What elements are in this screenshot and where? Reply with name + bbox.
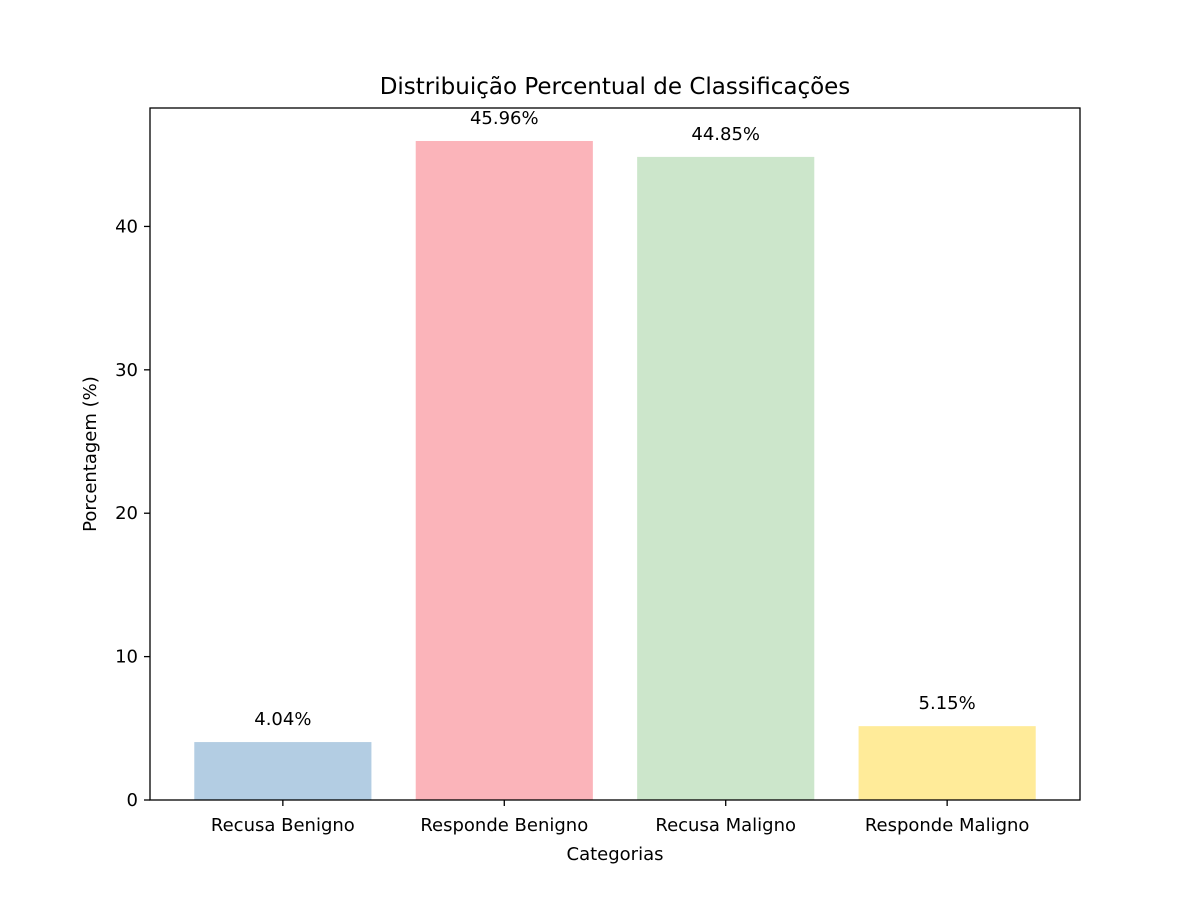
ticks-layer: Recusa Benigno Responde Benigno Recusa Mal… (115, 216, 1029, 836)
y-tick-label-2: 10 (115, 647, 138, 668)
y-tick-label-1: 0 (127, 790, 138, 811)
y-axis-label: Porcentagem (%) (80, 376, 101, 532)
x-tick-label-3: Recusa Maligno (655, 815, 796, 836)
bar-2 (415, 140, 593, 801)
data-label-1: 4.04% (254, 709, 311, 730)
data-label-3: 44.85% (691, 124, 760, 145)
x-tick-label-2: Responde Benigno (420, 815, 588, 836)
bar-1 (194, 742, 372, 800)
x-tick-label-4: Responde Maligno (865, 815, 1030, 836)
bar-4 (858, 726, 1036, 800)
y-tick-label-4: 30 (115, 360, 138, 381)
bar-3 (637, 156, 815, 800)
x-tick-label-1: Recusa Benigno (211, 815, 355, 836)
y-tick-label-5: 40 (115, 216, 138, 237)
x-axis-label: Categorias (567, 844, 664, 865)
chart-title: Distribuição Percentual de Classificaçõe… (380, 74, 851, 100)
data-label-2: 45.96% (470, 108, 539, 129)
y-tick-label-3: 20 (115, 503, 138, 524)
data-label-4: 5.15% (919, 693, 976, 714)
plot-frame (149, 107, 1081, 801)
bars-layer: 4.04% 45.96% 44.85% 5.15% (194, 108, 1036, 801)
